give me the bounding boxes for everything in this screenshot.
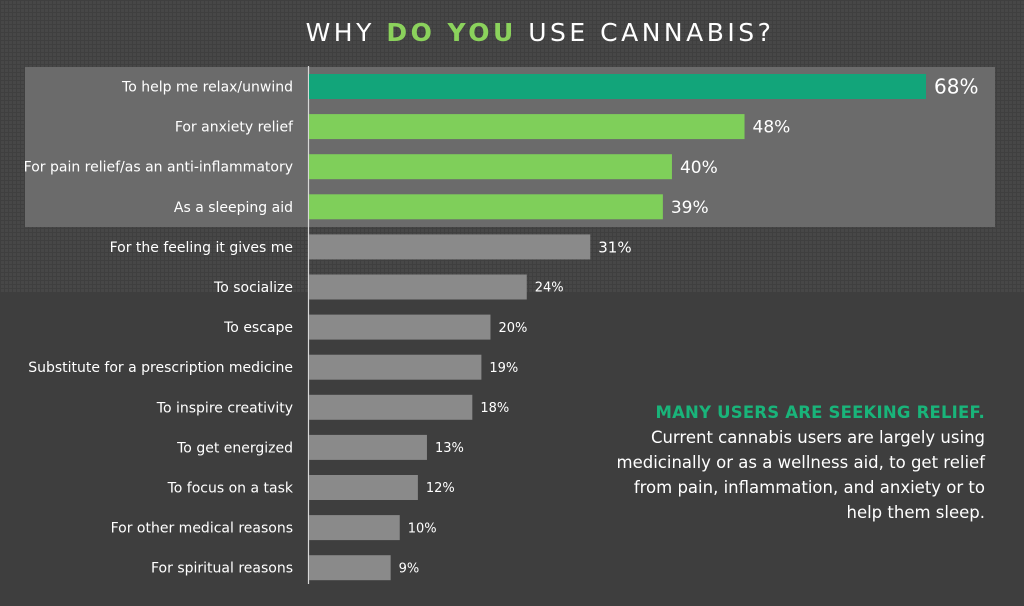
category-label: To socialize xyxy=(213,280,293,296)
bar xyxy=(309,475,418,500)
value-label: 68% xyxy=(934,75,978,99)
bar xyxy=(309,354,482,380)
bar xyxy=(309,154,672,180)
category-label: For pain relief/as an anti-inflammatory xyxy=(24,160,293,176)
value-label: 48% xyxy=(753,118,791,138)
bar xyxy=(309,194,663,220)
category-label: To get energized xyxy=(176,440,293,456)
category-label: For spiritual reasons xyxy=(151,561,293,577)
category-label: For other medical reasons xyxy=(111,521,293,537)
bar xyxy=(309,434,427,460)
value-label: 19% xyxy=(489,361,518,376)
bar xyxy=(309,314,491,340)
category-label: As a sleeping aid xyxy=(174,200,293,216)
value-label: 12% xyxy=(426,481,455,496)
chart-title: WHY DO YOU USE CANNABIS? xyxy=(0,18,1024,47)
category-label: To escape xyxy=(223,320,293,336)
value-label: 10% xyxy=(408,521,437,536)
category-label: To inspire creativity xyxy=(156,400,293,416)
value-label: 39% xyxy=(671,198,709,218)
category-label: To focus on a task xyxy=(167,481,294,497)
title-part-1: WHY xyxy=(305,18,387,47)
callout: MANY USERS ARE SEEKING RELIEF. Current c… xyxy=(600,403,986,525)
value-label: 31% xyxy=(598,238,631,256)
value-label: 24% xyxy=(535,281,564,296)
title-part-2: USE CANNABIS? xyxy=(516,18,775,47)
value-label: 20% xyxy=(498,321,527,336)
bar xyxy=(309,515,400,541)
category-label: For anxiety relief xyxy=(175,120,294,136)
value-label: 9% xyxy=(399,561,420,576)
bar xyxy=(309,234,591,260)
callout-body: Current cannabis users are largely using… xyxy=(616,428,986,522)
callout-heading: MANY USERS ARE SEEKING RELIEF. xyxy=(655,403,985,422)
bar xyxy=(309,74,926,99)
value-label: 13% xyxy=(435,441,464,456)
bar xyxy=(309,394,473,420)
value-label: 40% xyxy=(680,158,718,178)
category-label: Substitute for a prescription medicine xyxy=(28,360,293,376)
bar xyxy=(309,274,527,300)
category-label: To help me relax/unwind xyxy=(121,80,293,96)
bar xyxy=(309,555,391,581)
category-label: For the feeling it gives me xyxy=(110,240,293,256)
bar xyxy=(309,114,745,140)
title-highlight: DO YOU xyxy=(386,18,517,47)
value-label: 18% xyxy=(480,401,509,416)
